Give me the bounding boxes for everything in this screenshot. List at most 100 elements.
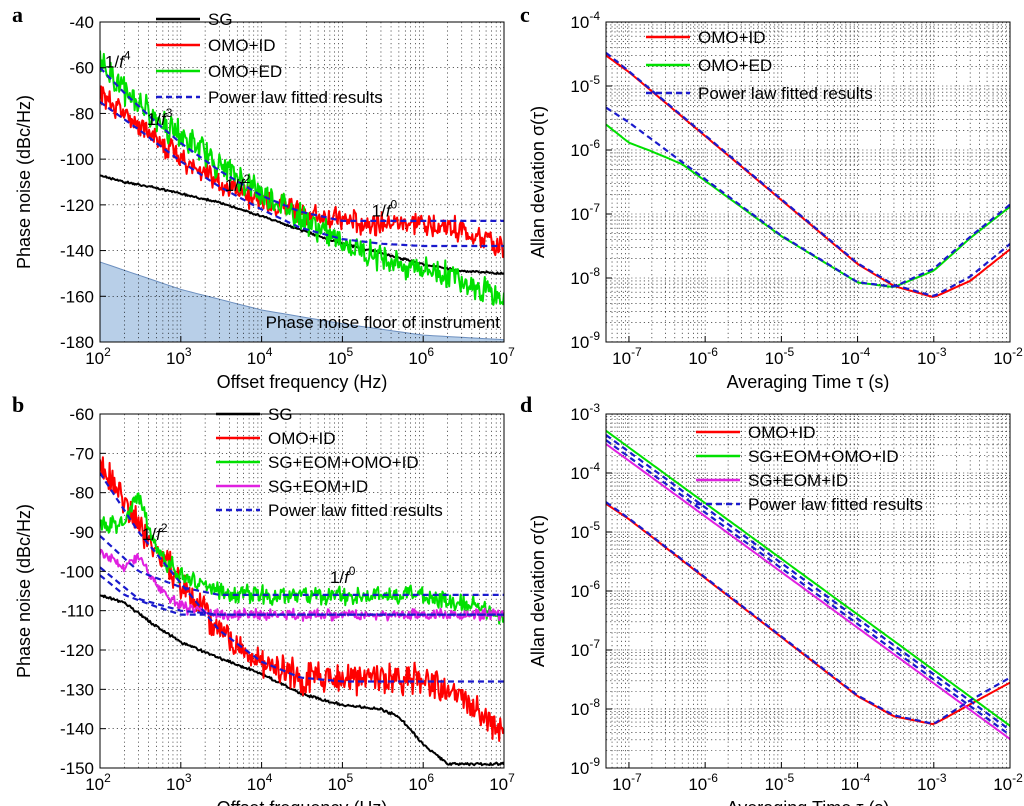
plot-frame xyxy=(99,21,505,343)
panel-letter: d xyxy=(520,392,532,417)
series-line-sg-eom-omo-id xyxy=(100,492,504,625)
series-line-fit-5 xyxy=(606,501,1010,725)
plot-area xyxy=(606,22,1010,342)
x-tick-label: 10-4 xyxy=(841,771,871,794)
y-tick-label: -120 xyxy=(60,196,94,215)
series-line-sg-eom-omo-id xyxy=(606,429,1010,727)
legend: SG OMO+ID SG+EOM+OMO+ID SG+EOM+ID Power law … xyxy=(216,405,443,520)
x-tick-label: 106 xyxy=(408,345,434,368)
plot-frame xyxy=(99,413,505,769)
slope-annotation: 1/f0 xyxy=(372,197,398,220)
panel-d-allan-deviation-chart: 10-7 10-6 10-5 10-4 10-3 10-2 10-9 10-8 10-7 10-6… xyxy=(520,392,1023,806)
y-tick-label: -60 xyxy=(69,59,94,78)
x-tick-label: 105 xyxy=(328,771,354,794)
series-line-power-law-fitted-results xyxy=(100,472,504,683)
x-tick-label: 10-3 xyxy=(917,771,947,794)
legend-label-power-law-fitted-results: Power law fitted results xyxy=(208,88,383,107)
x-tick-label: 102 xyxy=(85,345,111,368)
x-tick-label: 10-7 xyxy=(612,345,642,368)
noise-floor-area xyxy=(100,261,504,342)
panel-letter: b xyxy=(12,392,24,417)
y-tick-label: -40 xyxy=(69,13,94,32)
y-tick-label: -180 xyxy=(60,333,94,352)
y-tick-label: 10-6 xyxy=(570,137,600,160)
y-tick-label: -80 xyxy=(69,484,94,503)
x-tick-label: 107 xyxy=(489,345,515,368)
series-line-power-law-fitted-results xyxy=(606,51,1010,297)
plot-frame xyxy=(605,21,1011,343)
series-line-fit-4 xyxy=(606,439,1010,737)
legend: OMO+ID SG+EOM+OMO+ID SG+EOM+ID Power law fi… xyxy=(696,423,923,514)
slope-annotation: 1/f0 xyxy=(330,564,356,587)
x-axis-label: Offset frequency (Hz) xyxy=(217,798,388,806)
x-tick-label: 10-7 xyxy=(612,771,642,794)
y-tick-label: -100 xyxy=(60,562,94,581)
legend-label-power-law-fitted-results: Power law fitted results xyxy=(268,501,443,520)
legend-label-omo-ed: OMO+ED xyxy=(698,56,772,75)
y-tick-label: 10-8 xyxy=(570,696,600,719)
y-axis-label: Allan deviation σ(τ) xyxy=(528,515,548,667)
series-group xyxy=(606,51,1010,298)
grid xyxy=(100,22,504,342)
y-axis-label: Allan deviation σ(τ) xyxy=(528,106,548,258)
series-line-sg-eom-id xyxy=(606,443,1010,740)
x-tick-label: 104 xyxy=(247,771,273,794)
legend-label-sg: SG xyxy=(208,10,233,29)
series-line-omo-id xyxy=(100,85,504,259)
y-tick-label: -100 xyxy=(60,150,94,169)
y-tick-label: 10-9 xyxy=(570,755,600,778)
legend-label-omo-id: OMO+ID xyxy=(268,429,336,448)
legend-label-power-law-fitted-results: Power law fitted results xyxy=(748,495,923,514)
series-group xyxy=(100,50,504,306)
series-line-power-law-fitted-results xyxy=(606,434,1010,731)
panel-c-allan-deviation-chart: 10-7 10-6 10-5 10-4 10-3 10-2 10-9 10-8 10-7 10-6… xyxy=(520,2,1023,392)
legend-label-sg-eom-id: SG+EOM+ID xyxy=(748,471,848,490)
panel-letter: c xyxy=(520,2,530,27)
y-tick-label: -140 xyxy=(60,242,94,261)
series-line-omo-ed xyxy=(100,50,504,306)
series-line-fit-7 xyxy=(100,574,504,616)
series-line-omo-ed xyxy=(606,123,1010,288)
x-tick-label: 10-5 xyxy=(765,771,795,794)
y-tick-label: -110 xyxy=(61,602,94,621)
y-tick-label: -60 xyxy=(69,405,94,424)
y-tick-label: 10-9 xyxy=(570,329,600,352)
y-tick-label: -150 xyxy=(60,759,94,778)
x-tick-label: 10-5 xyxy=(765,345,795,368)
legend-label-sg: SG xyxy=(268,405,293,424)
x-tick-label: 10-4 xyxy=(841,345,871,368)
grid xyxy=(606,22,1010,342)
series-group xyxy=(606,429,1010,740)
x-axis-label: Offset frequency (Hz) xyxy=(217,372,388,392)
x-tick-label: 102 xyxy=(85,771,111,794)
slope-annotation: 1/f3 xyxy=(147,106,173,129)
x-tick-label: 103 xyxy=(166,771,192,794)
y-tick-label: 10-4 xyxy=(570,460,600,483)
legend: OMO+ID OMO+ED Power law fitted results xyxy=(646,28,873,103)
series-line-fit-3 xyxy=(606,106,1010,288)
series-group xyxy=(100,456,504,767)
series-line-fit-5 xyxy=(100,535,504,596)
x-tick-label: 10-6 xyxy=(688,771,718,794)
y-axis-label: Phase noise (dBc/Hz) xyxy=(14,504,34,678)
slope-annotation: 1/f2 xyxy=(225,172,251,195)
x-tick-label: 10-2 xyxy=(993,345,1023,368)
y-tick-label: 10-3 xyxy=(570,401,600,424)
x-tick-label: 10-2 xyxy=(993,771,1023,794)
x-tick-label: 103 xyxy=(166,345,192,368)
legend-label-omo-id: OMO+ID xyxy=(208,36,276,55)
slope-annotation: 1/f4 xyxy=(105,49,131,72)
x-tick-label: 10-6 xyxy=(688,345,718,368)
y-tick-label: -90 xyxy=(69,523,94,542)
slope-annotation: 1/f2 xyxy=(142,521,168,544)
y-tick-label: -70 xyxy=(69,444,94,463)
y-tick-label: 10-7 xyxy=(570,201,600,224)
y-tick-label: -130 xyxy=(60,680,94,699)
y-tick-label: 10-7 xyxy=(570,637,600,660)
legend-label-omo-id: OMO+ID xyxy=(748,423,816,442)
legend-label-sg-eom-omo-id: SG+EOM+OMO+ID xyxy=(268,453,419,472)
series-line-omo-id xyxy=(100,456,504,742)
legend-label-sg-eom-id: SG+EOM+ID xyxy=(268,477,368,496)
y-tick-label: 10-4 xyxy=(570,9,600,32)
